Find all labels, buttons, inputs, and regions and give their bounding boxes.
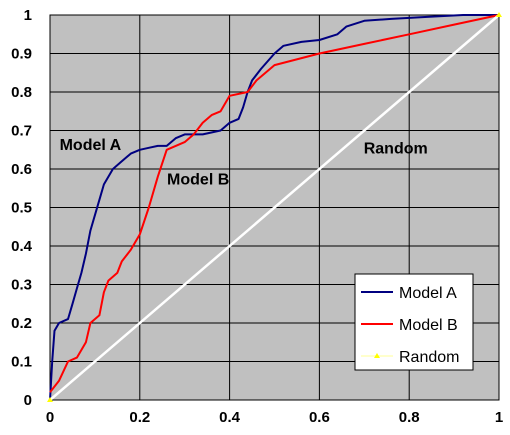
legend-label: Model A <box>399 285 457 302</box>
x-tick-label: 0.8 <box>399 409 420 426</box>
random-marker <box>496 12 502 17</box>
x-tick-label: 0 <box>46 409 54 426</box>
legend: Model A Model B Random <box>354 273 474 371</box>
x-tick-label: 0.2 <box>129 409 150 426</box>
annotations-group: Model A Model B Random <box>60 137 428 189</box>
y-tick-label: 0.3 <box>11 277 32 294</box>
y-tick-label: 1 <box>24 7 32 24</box>
x-tick-label: 1 <box>495 409 503 426</box>
y-tick-label: 0.6 <box>11 161 32 178</box>
legend-label: Model B <box>399 317 458 334</box>
x-axis-ticks: 0 0.2 0.4 0.6 0.8 1 <box>46 409 503 426</box>
y-tick-label: 0.8 <box>11 84 32 101</box>
y-tick-label: 0.9 <box>11 46 32 63</box>
x-tick-label: 0.4 <box>219 409 241 426</box>
random-marker <box>47 397 53 402</box>
legend-random-marker <box>374 353 380 358</box>
y-tick-label: 0 <box>24 392 32 409</box>
y-tick-label: 0.5 <box>11 200 32 217</box>
series-line-random <box>49 14 500 401</box>
y-tick-label: 0.7 <box>11 123 32 140</box>
annotation-model-a: Model A <box>60 137 122 154</box>
grid-lines <box>49 14 500 401</box>
legend-label: Random <box>399 349 459 366</box>
series-line-model-a <box>49 14 499 401</box>
y-tick-label: 0.2 <box>11 315 32 332</box>
y-axis-ticks: 0 0.1 0.2 0.3 0.4 0.5 0.6 0.7 0.8 0.9 1 <box>11 7 33 409</box>
annotation-random: Random <box>364 141 428 158</box>
y-tick-label: 0.4 <box>11 238 33 255</box>
series-line-model-b <box>49 14 500 393</box>
x-tick-label: 0.6 <box>309 409 330 426</box>
legend-box <box>354 273 474 371</box>
series-group <box>47 12 502 402</box>
y-tick-label: 0.1 <box>11 354 32 371</box>
annotation-model-b: Model B <box>167 171 229 188</box>
